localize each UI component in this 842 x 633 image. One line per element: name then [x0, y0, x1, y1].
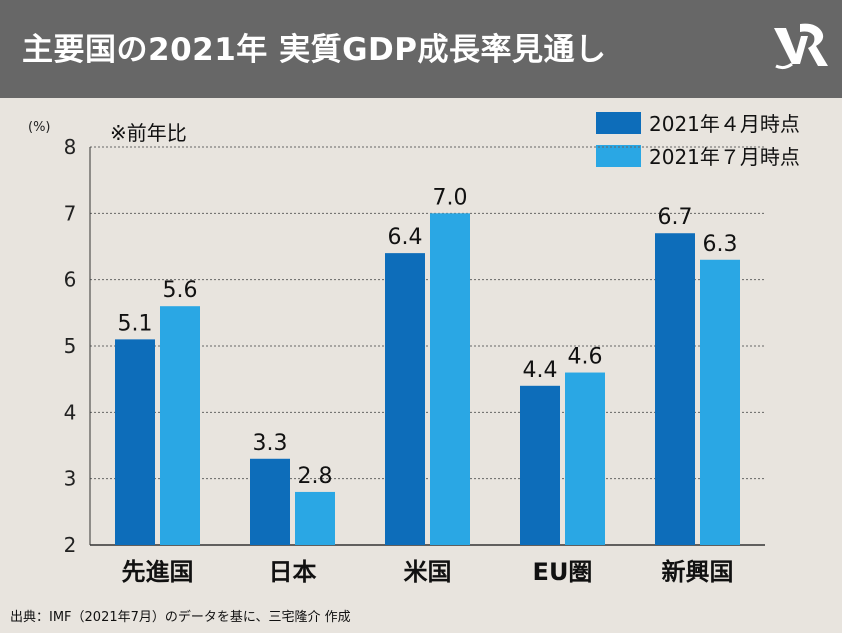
y-tick-label: 3 — [64, 467, 77, 491]
bar — [295, 491, 335, 545]
bar — [430, 213, 470, 546]
bar — [385, 253, 425, 545]
page-title: 主要国の2021年 実質GDP成長率見通し — [22, 32, 607, 68]
bar — [160, 306, 200, 545]
bar — [520, 385, 560, 545]
data-label: 5.6 — [163, 278, 198, 303]
y-unit-label: (%) — [28, 120, 51, 135]
bar — [700, 259, 740, 545]
source-note: 出典：IMF（2021年7月）のデータを基に、三宅隆介 作成 — [10, 610, 351, 625]
data-label: 6.3 — [703, 232, 738, 257]
legend-item-april: 2021年４月時点 — [596, 106, 800, 139]
x-tick-label: EU圏 — [533, 558, 593, 586]
chart-note: ※前年比 — [110, 121, 187, 145]
data-label: 7.0 — [433, 185, 468, 210]
y-tick-label: 5 — [64, 334, 77, 358]
data-label: 5.1 — [118, 311, 153, 336]
bar — [115, 339, 155, 545]
bar — [565, 372, 605, 545]
legend-label-july: 2021年７月時点 — [649, 145, 800, 169]
legend-label-april: 2021年４月時点 — [649, 112, 800, 136]
x-tick-label: 新興国 — [662, 558, 734, 586]
legend-item-july: 2021年７月時点 — [596, 139, 800, 172]
data-label: 2.8 — [298, 464, 333, 489]
y-tick-label: 7 — [64, 201, 77, 225]
legend-swatch-july — [596, 144, 641, 167]
data-label: 6.4 — [388, 225, 423, 250]
legend: 2021年４月時点 2021年７月時点 — [596, 106, 800, 172]
bar — [655, 233, 695, 545]
y-tick-label: 2 — [64, 533, 77, 557]
data-label: 6.7 — [658, 205, 693, 230]
data-label: 4.6 — [568, 345, 603, 370]
y-tick-label: 8 — [64, 135, 77, 159]
bar — [250, 458, 290, 545]
data-label: 3.3 — [253, 431, 288, 456]
y-tick-label: 6 — [64, 268, 77, 292]
data-label: 4.4 — [523, 358, 558, 383]
header-bar: 主要国の2021年 実質GDP成長率見通し — [0, 0, 842, 98]
logo-icon — [774, 23, 828, 70]
x-tick-label: 米国 — [404, 558, 452, 586]
x-tick-label: 日本 — [269, 558, 317, 586]
legend-swatch-april — [596, 111, 641, 134]
x-tick-label: 先進国 — [122, 558, 194, 586]
y-tick-label: 4 — [64, 400, 77, 424]
